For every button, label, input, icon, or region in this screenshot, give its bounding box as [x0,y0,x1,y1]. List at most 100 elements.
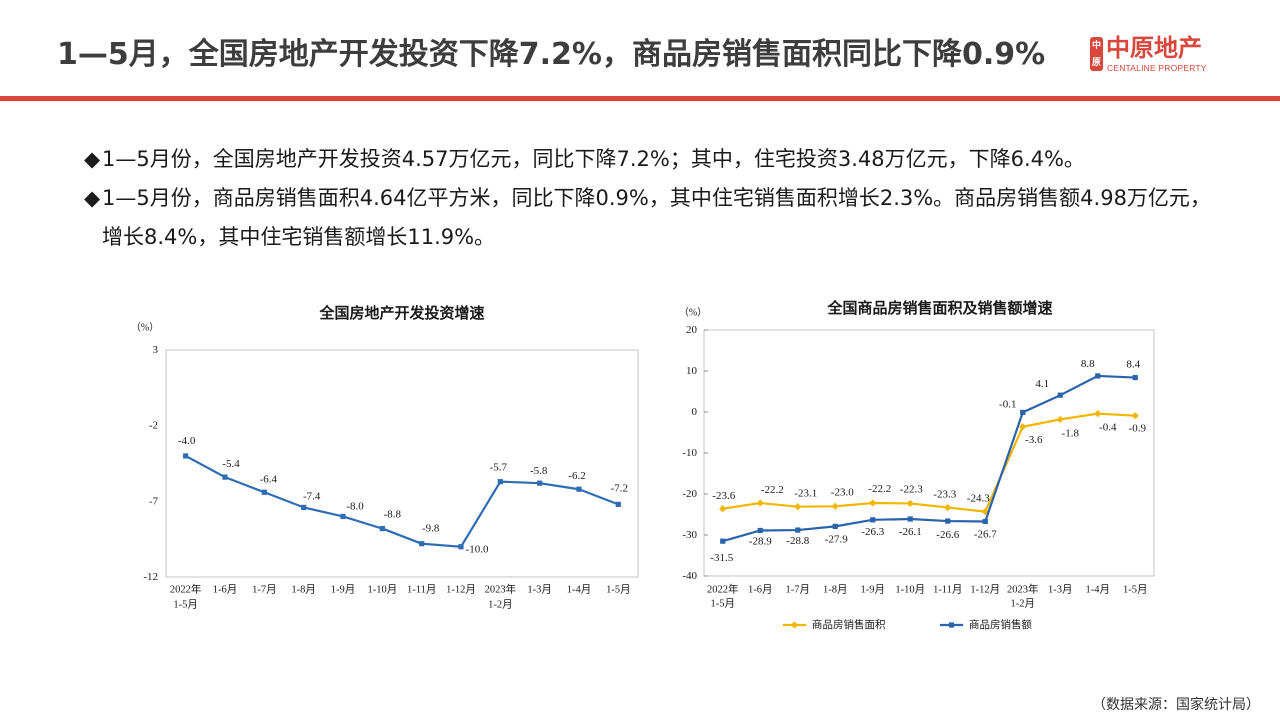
sales-chart-series-1-point [1056,415,1064,423]
sales-chart-series-2-point [720,538,726,544]
bullet-text-continuation: 增长8.4%，其中住宅销售额增长11.9%。 [102,225,496,249]
sales-chart-series-2-data-label: -31.5 [710,552,733,564]
sales-chart-series-1-data-label: -22.3 [900,483,923,495]
investment-chart-series-1-point [261,489,267,495]
sales-chart-series-2-point [870,517,876,523]
investment-chart-series-1-point [340,513,346,520]
investment-chart-x-tick-label: 1-4月 [567,584,592,596]
sales-chart-x-tick-label: 1-9月 [861,584,886,596]
sales-chart-series-1-data-label: -22.2 [868,483,891,495]
sales-chart-series-2-data-label: -26.7 [974,528,997,540]
sales-chart-series-1-point [906,499,914,508]
sales-chart-legend-marker [790,621,799,629]
investment-chart-x-tick-label: 1-8月 [291,584,316,596]
sales-chart-series-2-data-label: -28.8 [786,535,809,547]
sales-chart-series-2-point [907,516,913,522]
sales-chart-series-1-line [722,412,1136,513]
sales-chart-series-1-data-label: -24.3 [967,493,990,505]
investment-chart-x-tick-label: 1-9月 [331,584,356,596]
investment-chart-series-1-point [497,479,503,485]
investment-chart-x-tick-label: 1-5月 [606,584,631,596]
investment-chart-x-tick-label: 2022年 [170,583,202,596]
sales-chart-x-tick-label: 2023年 [1007,583,1039,596]
investment-chart-series-1-data-label: -9.8 [422,523,440,535]
sales-chart-x-tick-label: 1-4月 [1086,584,1111,596]
sales-chart-series-2-point [795,527,801,533]
investment-chart-y-tick-label: -2 [149,420,158,432]
investment-chart-series-1-point [183,453,189,459]
data-source-note: （数据来源：国家统计局） [1092,697,1260,713]
sales-chart-series-1-data-label: -23.3 [933,489,956,501]
sales-chart-series-2-data-label: -26.3 [861,526,884,538]
sales-chart-series-1-point [1019,423,1027,431]
bullet-text: 1—5月份，全国房地产开发投资4.57万亿元，同比下降7.2%；其中，住宅投资3… [102,147,1085,171]
investment-chart-y-unit-label: （%） [131,322,159,334]
sales-chart-x-tick-label: 1-5月 [1123,584,1148,596]
sales-chart-x-tick-label: 1-10月 [895,584,925,596]
investment-chart-series-1-point [419,541,425,547]
sales-chart-series-1-point [831,502,839,510]
sales-chart-series-1-data-label: -22.2 [761,484,784,496]
sales-chart-series-1-data-label: -0.9 [1129,423,1147,435]
investment-chart-series-1-data-label: -6.4 [260,473,278,485]
investment-chart-series-1-data-label: -7.4 [303,490,321,502]
sales-chart-y-unit-label: （%） [679,307,707,319]
sales-chart-series-2-data-label: -26.6 [936,529,959,541]
sales-chart-legend-marker [948,622,955,628]
investment-chart-series-1-point [222,474,228,480]
logo-english-name: CENTALINE PROPERTY [1107,63,1207,73]
sales-chart-series-1-point [944,503,952,512]
investment-chart-series-1-data-label: -5.8 [530,465,548,477]
diamond-bullet-icon: ◆ [84,186,101,210]
sales-chart-x-tick-label: 1-7月 [786,584,811,596]
investment-chart-series-1-point [379,525,385,532]
logo-seal-top-char: 中 [1091,40,1101,51]
summary-bullets: ◆1—5月份，全国房地产开发投资4.57万亿元，同比下降7.2%；其中，住宅投资… [84,140,1264,257]
slide-title: 1—5月，全国房地产开发投资下降7.2%，商品房销售面积同比下降0.9% [57,37,1046,72]
investment-chart-series-1-point [301,504,307,510]
sales-chart-y-tick-label: 0 [692,406,698,418]
sales-chart-series-1-point [1131,412,1139,420]
logo-seal: 中 原 [1090,37,1103,71]
sales-chart-series-2-data-label: 8.8 [1081,358,1095,370]
investment-chart-x-tick-label: 1-5月 [173,599,198,611]
sales-chart-series-2-point [1020,409,1026,416]
sales-chart-series-1-data-label: -0.4 [1099,422,1117,434]
investment-chart-series-1-data-label: -7.2 [611,482,628,494]
sales-chart-y-tick-label: -40 [682,570,697,582]
sales-growth-chart: 全国商品房销售面积及销售额增速 （%） 20 10 0 -10 -20 -30 -40 202… [679,299,1155,631]
diamond-bullet-icon: ◆ [84,147,101,171]
investment-chart-series-1-point [615,501,621,507]
bullet-item: ◆1—5月份，全国房地产开发投资4.57万亿元，同比下降7.2%；其中，住宅投资… [84,140,1264,179]
sales-chart-series-2-data-label: -28.9 [749,535,772,547]
sales-chart-x-tick-label: 2022年 [707,583,739,596]
sales-chart-series-1-point [794,503,802,511]
sales-chart-series-1-point [1094,410,1102,418]
sales-chart-series-2-data-label: 8.4 [1126,359,1140,371]
bullet-item: ◆1—5月份，商品房销售面积4.64亿平方米，同比下降0.9%，其中住宅销售面积… [84,179,1264,257]
sales-chart-series-2-point [1057,392,1063,398]
investment-chart-x-tick-label: 1-11月 [407,584,436,596]
sales-chart-series-1-data-label: -23.0 [831,486,854,498]
sales-chart-y-tick-label: 20 [686,324,698,336]
investment-chart-x-tick-label: 1-6月 [213,584,238,596]
investment-chart-series-1-data-label: -10.0 [466,544,489,556]
title-underline-bar [0,96,1280,101]
investment-chart-series-1-line [185,454,619,548]
bullet-text: 1—5月份，商品房销售面积4.64亿平方米，同比下降0.9%，其中住宅销售面积增… [102,186,1211,210]
sales-chart-y-tick-label: -20 [682,488,697,500]
investment-chart-series-1-data-label: -6.2 [568,470,585,482]
investment-chart-plot-area [165,349,639,578]
investment-chart-series-1-point [537,480,543,486]
sales-chart-x-tick-label: 1-5月 [711,598,736,610]
sales-chart-series-1-point [869,499,877,507]
logo-seal-bottom-char: 原 [1091,57,1101,68]
sales-chart-legend-item: 商品房销售额 [940,618,1032,631]
sales-chart-y-tick-label: -10 [682,447,697,459]
sales-chart-series-1-data-label: -23.6 [712,490,735,502]
sales-chart-x-tick-label: 1-3月 [1048,584,1073,596]
brand-logo: 中 原 中原地产 CENTALINE PROPERTY [1090,34,1212,76]
sales-chart-series-1-data-label: -23.1 [794,488,817,500]
sales-chart-series-2-data-label: -0.1 [999,398,1016,410]
sales-chart-series-2-point [1095,373,1101,379]
